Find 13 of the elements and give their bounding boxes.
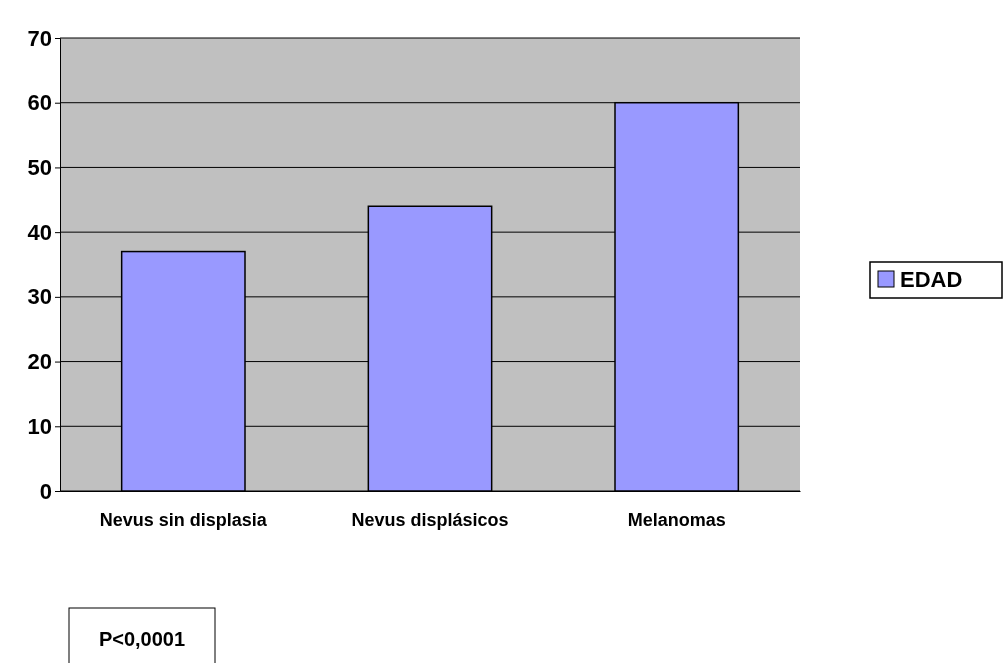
x-tick-label: Nevus displásicos [351, 509, 509, 530]
y-tick-label: 50 [27, 154, 52, 180]
y-tick-label: 10 [27, 413, 52, 439]
y-tick-label: 0 [39, 478, 52, 504]
y-tick-label: 30 [27, 284, 52, 310]
x-tick-label: Melanomas [627, 509, 726, 530]
x-tick-label: Nevus sin displasia [99, 509, 268, 530]
legend-label: EDAD [900, 267, 963, 292]
y-tick-label: 20 [27, 349, 52, 375]
y-tick-label: 40 [27, 219, 52, 245]
y-tick-label: 60 [27, 90, 52, 116]
y-tick-label: 70 [27, 25, 52, 51]
text: P<0,0001 [98, 628, 186, 650]
